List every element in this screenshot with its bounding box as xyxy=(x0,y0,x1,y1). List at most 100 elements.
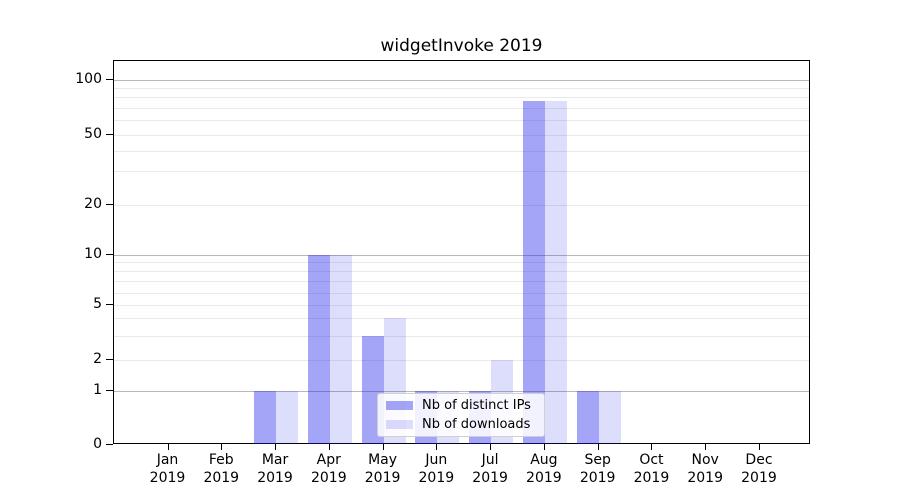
x-tick-label-jan: Jan 2019 xyxy=(128,451,208,487)
bar-distinct-ips-sep xyxy=(576,391,599,444)
x-tick-month: Nov xyxy=(691,451,719,468)
legend-row-downloads: Nb of downloads xyxy=(386,417,536,432)
y-gridline-minor xyxy=(114,281,809,282)
x-tick-month: Jul xyxy=(481,451,499,468)
x-tick-month: Feb xyxy=(208,451,234,468)
x-tick-year: 2019 xyxy=(418,469,455,486)
y-tick-mark xyxy=(106,79,113,80)
x-tick-month: Jan xyxy=(156,451,179,468)
legend-label-distinct-ips: Nb of distinct IPs xyxy=(422,398,531,413)
x-tick-mark xyxy=(705,443,707,450)
y-gridline-minor xyxy=(114,204,809,206)
y-tick-mark xyxy=(106,253,113,255)
y-gridline-minor xyxy=(114,97,809,98)
x-tick-month: Jun xyxy=(425,451,448,468)
x-tick-label-feb: Feb 2019 xyxy=(181,451,261,487)
chart-title: widgetInvoke 2019 xyxy=(380,36,543,56)
x-tick-mark xyxy=(758,443,760,450)
y-tick-label: 10 xyxy=(84,245,102,262)
y-gridline-minor xyxy=(114,150,809,152)
x-tick-mark xyxy=(597,443,599,450)
y-tick-label: 20 xyxy=(84,195,102,212)
y-gridline-minor xyxy=(114,107,809,109)
x-tick-mark xyxy=(221,443,223,450)
x-tick-label-oct: Oct 2019 xyxy=(611,451,691,487)
x-tick-label-apr: Apr 2019 xyxy=(289,451,369,487)
x-tick-mark xyxy=(167,443,169,450)
x-tick-month: Mar xyxy=(261,451,289,468)
x-tick-mark xyxy=(382,443,384,450)
x-tick-year: 2019 xyxy=(526,469,562,486)
y-tick-label: 1 xyxy=(93,382,102,398)
legend-swatch-downloads xyxy=(386,420,413,429)
x-tick-label-may: May 2019 xyxy=(343,451,423,487)
x-tick-year: 2019 xyxy=(203,469,240,486)
bar-downloads-apr xyxy=(329,254,352,444)
x-tick-label-nov: Nov 2019 xyxy=(665,451,745,487)
y-tick-mark xyxy=(106,304,113,305)
y-gridline-minor xyxy=(114,336,809,337)
y-tick-mark xyxy=(106,203,113,205)
y-tick-label: 50 xyxy=(84,125,102,142)
y-tick-label: 5 xyxy=(93,296,102,312)
x-tick-mark xyxy=(490,443,492,450)
bar-downloads-mar xyxy=(276,391,299,444)
x-tick-year: 2019 xyxy=(257,469,293,486)
x-tick-month: Apr xyxy=(316,451,341,468)
x-tick-label-aug: Aug 2019 xyxy=(504,451,584,487)
x-tick-month: May xyxy=(368,451,398,468)
x-tick-mark xyxy=(275,443,277,450)
y-gridline-minor xyxy=(114,292,809,294)
y-gridline-major xyxy=(114,254,809,256)
bar-downloads-aug xyxy=(544,100,567,444)
legend-swatch-distinct-ips xyxy=(386,401,413,410)
plot-area xyxy=(113,60,810,444)
x-tick-year: 2019 xyxy=(364,469,401,486)
x-tick-mark xyxy=(543,443,545,450)
x-tick-label-sep: Sep 2019 xyxy=(558,451,638,487)
x-tick-year: 2019 xyxy=(687,469,723,486)
y-gridline-minor xyxy=(114,88,809,89)
bar-distinct-ips-apr xyxy=(307,254,330,444)
y-gridline-minor xyxy=(114,120,809,121)
y-tick-label: 0 xyxy=(93,435,102,452)
bar-distinct-ips-mar xyxy=(254,391,277,444)
y-gridline-major xyxy=(114,80,809,81)
x-tick-year: 2019 xyxy=(149,469,186,486)
y-tick-mark xyxy=(106,133,113,135)
y-tick-label: 2 xyxy=(93,350,102,367)
y-tick-mark xyxy=(106,390,113,391)
legend-row-distinct-ips: Nb of distinct IPs xyxy=(386,398,536,413)
x-tick-month: Dec xyxy=(745,451,773,468)
x-tick-month: Oct xyxy=(639,451,664,468)
x-tick-year: 2019 xyxy=(633,469,670,486)
bar-downloads-sep xyxy=(598,391,621,444)
x-tick-label-jun: Jun 2019 xyxy=(396,451,476,487)
x-tick-label-jul: Jul 2019 xyxy=(450,451,530,487)
x-tick-mark xyxy=(328,443,330,450)
x-tick-year: 2019 xyxy=(472,469,508,486)
x-tick-month: Sep xyxy=(584,451,611,468)
x-tick-year: 2019 xyxy=(741,469,777,486)
y-gridline-minor xyxy=(114,262,809,263)
y-gridline-minor xyxy=(114,318,809,319)
y-gridline-major xyxy=(114,391,809,392)
x-tick-year: 2019 xyxy=(310,469,347,486)
x-tick-mark xyxy=(651,443,653,450)
y-gridline-minor xyxy=(114,305,809,306)
y-gridline-minor xyxy=(114,134,809,136)
x-tick-month: Aug xyxy=(530,451,558,468)
y-tick-mark xyxy=(106,443,113,445)
x-tick-mark xyxy=(436,443,438,450)
y-gridline-minor xyxy=(114,270,809,272)
y-tick-label: 100 xyxy=(75,71,102,87)
x-tick-year: 2019 xyxy=(579,469,616,486)
x-tick-label-mar: Mar 2019 xyxy=(235,451,315,487)
legend-label-downloads: Nb of downloads xyxy=(422,417,531,432)
x-tick-label-dec: Dec 2019 xyxy=(719,451,799,487)
y-tick-mark xyxy=(106,358,113,360)
y-gridline-minor xyxy=(114,171,809,172)
y-gridline-minor xyxy=(114,359,809,361)
legend: Nb of distinct IPs Nb of downloads xyxy=(377,393,545,437)
